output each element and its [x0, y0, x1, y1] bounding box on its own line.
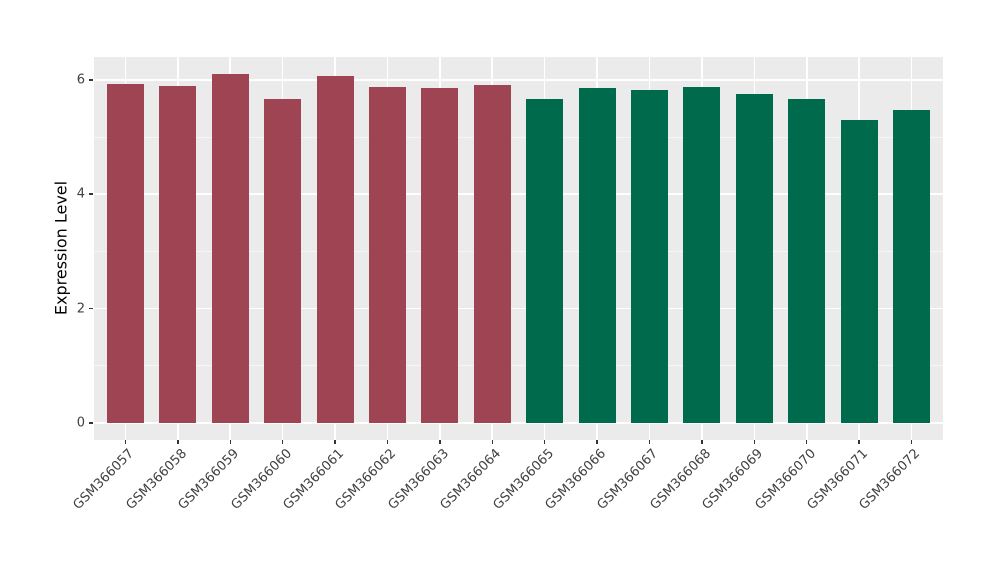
bar-GSM366071	[840, 120, 878, 423]
minor-gridline	[94, 136, 943, 138]
bar-GSM366060	[264, 98, 302, 423]
bar-GSM366063	[421, 88, 459, 423]
x-tick-mark	[334, 440, 336, 444]
major-gridline	[94, 422, 943, 424]
major-gridline	[94, 79, 943, 81]
minor-gridline	[94, 250, 943, 252]
major-gridline	[94, 307, 943, 310]
bar-GSM366064	[473, 85, 511, 423]
x-tick-mark	[910, 440, 913, 444]
bar-GSM366059	[211, 74, 249, 423]
x-tick-mark	[439, 440, 441, 444]
y-tick-mark	[89, 79, 93, 81]
bar-GSM366066	[578, 88, 616, 423]
x-tick-mark	[281, 440, 284, 444]
x-tick-mark	[753, 440, 756, 444]
y-tick-label: 0	[76, 415, 85, 431]
bar-GSM366068	[683, 87, 721, 423]
bar-GSM366069	[735, 94, 773, 423]
bar-GSM366070	[788, 99, 826, 423]
bar-GSM366067	[631, 90, 669, 423]
y-tick-label: 2	[76, 301, 85, 317]
bar-GSM366062	[368, 86, 406, 423]
x-tick-mark	[177, 440, 179, 444]
x-tick-mark	[701, 440, 703, 444]
bar-GSM366061	[316, 76, 354, 423]
major-gridline	[94, 193, 943, 195]
y-axis-title: Expression Level	[51, 180, 71, 316]
x-tick-mark	[596, 440, 598, 444]
y-tick-label: 4	[76, 186, 85, 202]
x-tick-mark	[491, 440, 494, 444]
y-tick-label: 6	[76, 72, 85, 88]
bar-GSM366058	[159, 86, 197, 423]
bar-GSM366065	[526, 98, 564, 423]
plot-panel	[94, 57, 943, 440]
y-tick-mark	[89, 307, 93, 310]
x-tick-mark	[386, 440, 389, 444]
x-tick-mark	[229, 440, 231, 444]
x-tick-mark	[124, 440, 127, 444]
bar-GSM366057	[106, 84, 144, 423]
bar-GSM366072	[893, 109, 931, 423]
x-tick-mark	[543, 440, 546, 444]
minor-gridline	[94, 365, 943, 367]
x-tick-mark	[805, 440, 808, 444]
y-tick-mark	[89, 193, 93, 195]
x-tick-mark	[858, 440, 860, 444]
y-tick-mark	[89, 422, 93, 424]
x-tick-mark	[648, 440, 651, 444]
